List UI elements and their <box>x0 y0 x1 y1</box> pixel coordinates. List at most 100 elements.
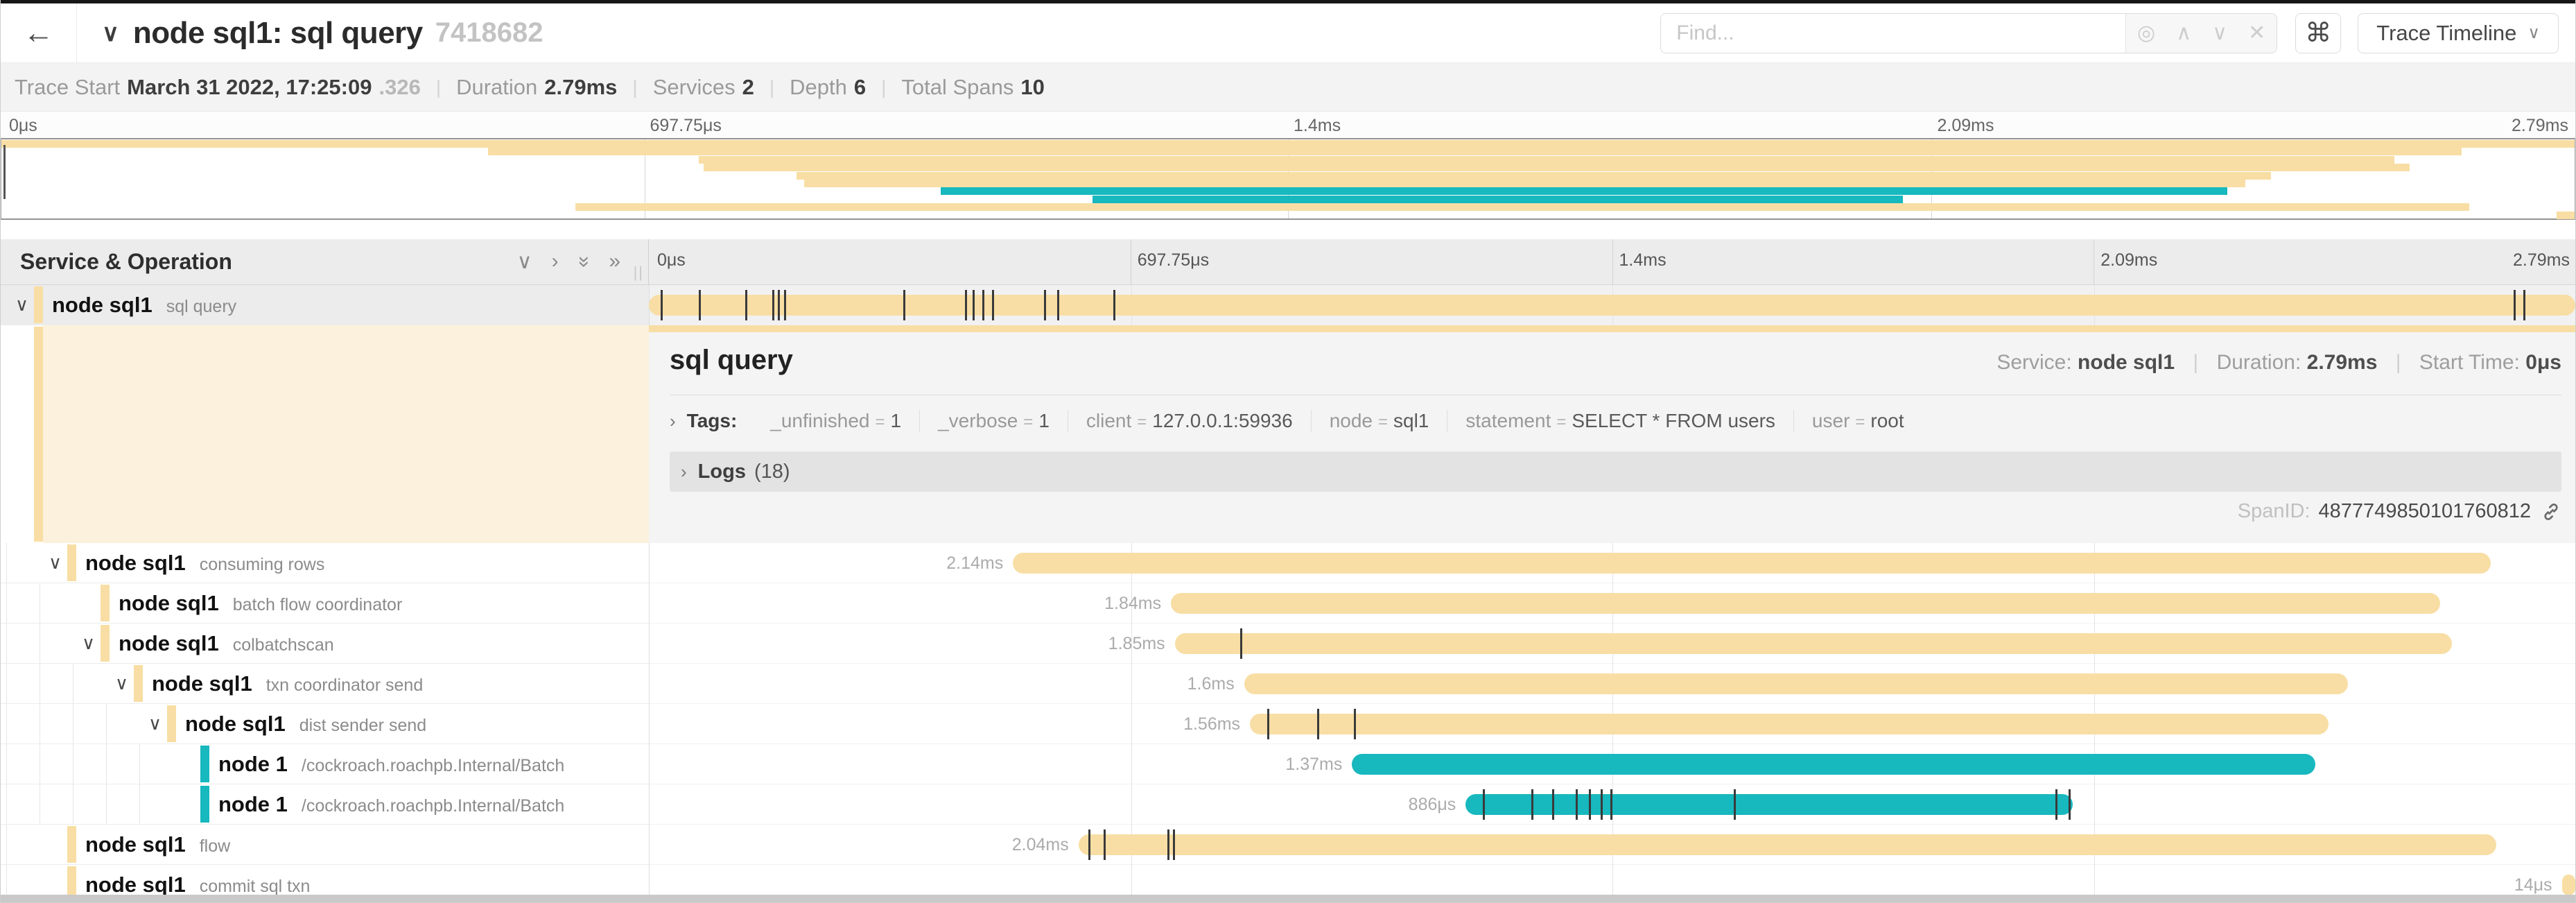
span-tree-item[interactable]: ∨ node sql1 dist sender send <box>1 704 649 744</box>
chevron-down-icon[interactable]: ∨ <box>148 713 162 734</box>
trace-view-dropdown[interactable]: Trace Timeline ∨ <box>2358 12 2559 53</box>
logs-section[interactable]: › Logs (18) <box>670 452 2561 492</box>
chevron-down-icon[interactable]: ∨ <box>15 294 29 315</box>
span-bar-cell[interactable]: 2.14ms <box>649 543 2575 583</box>
span-bar[interactable] <box>1171 593 2441 614</box>
span-bar-cell[interactable]: 14μs <box>649 865 2575 902</box>
minimap-span <box>1 179 2575 187</box>
span-bar[interactable] <box>1465 794 2073 815</box>
span-tree-item[interactable]: ∨ node sql1 sql query <box>1 285 649 325</box>
span-tree-item[interactable]: ∨ node sql1 colbatchscan <box>1 624 649 664</box>
span-duration-value: 2.79ms <box>2306 351 2378 374</box>
span-bar[interactable] <box>1013 553 2491 574</box>
log-tick-marker <box>1483 789 1486 820</box>
span-duration-label: 1.84ms <box>1104 594 1162 613</box>
span-tree-item[interactable]: node 1/cockroach.roachpb.Internal/Batch <box>1 744 649 784</box>
span-tree-item[interactable]: ∨ node sql1 consuming rows <box>1 543 649 583</box>
tree-guide <box>6 543 7 583</box>
expand-all-icon[interactable]: » <box>609 250 620 273</box>
bottom-scroll-edge[interactable] <box>1 895 2575 902</box>
back-button[interactable]: ← <box>1 3 77 62</box>
span-duration-label: 886μs <box>1408 795 1456 814</box>
collapse-all-icon[interactable]: » <box>573 256 596 268</box>
span-bar-cell[interactable]: 2.04ms <box>649 825 2575 865</box>
tag-item[interactable]: _unfinished = 1 <box>752 410 921 432</box>
tag-item[interactable]: statement = SELECT * FROM users <box>1447 410 1794 432</box>
span-bar[interactable] <box>1244 673 2349 694</box>
find-input[interactable] <box>1661 13 2126 53</box>
span-bar-cell[interactable]: 1.56ms <box>649 704 2575 744</box>
span-bar[interactable] <box>1174 633 2453 654</box>
tag-item[interactable]: user = root <box>1811 410 1904 431</box>
span-bar-cell[interactable]: 1.84ms <box>649 583 2575 624</box>
tags-label: Tags: <box>686 410 738 431</box>
match-highlight-icon[interactable]: ◎ <box>2137 21 2156 44</box>
span-duration-label: 1.56ms <box>1183 714 1241 734</box>
prev-result-icon[interactable]: ∧ <box>2176 21 2192 44</box>
log-tick-marker <box>1172 829 1175 860</box>
minimap-span-rows <box>1 139 2575 219</box>
span-tree-item[interactable]: node sql1 flow <box>1 825 649 865</box>
span-tree-item[interactable]: node sql1 batch flow coordinator <box>1 583 649 624</box>
column-resize-grip[interactable]: || <box>633 264 644 281</box>
logs-label: Logs <box>697 460 746 483</box>
span-bar[interactable] <box>649 295 2575 316</box>
tag-item[interactable]: _verbose = 1 <box>920 410 1068 432</box>
link-icon[interactable] <box>2541 501 2561 522</box>
tree-guide <box>6 825 7 864</box>
service-color-strip <box>34 286 43 323</box>
tags-section[interactable]: › Tags: _unfinished = 1 _verbose = 1 client = 12… <box>670 410 2561 432</box>
minimap-drag-handle[interactable] <box>3 145 6 199</box>
chevron-down-icon[interactable]: ∨ <box>82 633 96 653</box>
keyboard-shortcuts-button[interactable]: ⌘ <box>2295 12 2342 53</box>
span-bar-cell[interactable]: 1.6ms <box>649 664 2575 704</box>
collapse-trace-icon[interactable]: ∨ <box>102 19 119 46</box>
log-tick-marker <box>964 290 967 320</box>
span-rows-area: ∨ node sql1 sql query sql query Service: n… <box>1 285 2575 902</box>
span-bar[interactable] <box>1250 714 2329 734</box>
chevron-right-icon[interactable]: › <box>670 410 676 431</box>
tree-guide <box>106 704 107 743</box>
ruler-tick-label: 2.79ms <box>2513 250 2570 270</box>
span-row: ∨ node sql1 dist sender send 1.56ms <box>1 704 2575 744</box>
collapse-one-icon[interactable]: ∨ <box>516 250 532 273</box>
log-tick-marker <box>783 290 786 320</box>
trace-minimap[interactable] <box>1 138 2575 220</box>
span-duration-label: Duration: <box>2216 351 2301 374</box>
span-bar-cell[interactable]: 886μs <box>649 784 2575 825</box>
span-detail-tree-gutter <box>1 325 649 543</box>
axis-tick-label: 0μs <box>9 116 37 135</box>
log-tick-marker <box>903 290 905 320</box>
chevron-down-icon[interactable]: ∨ <box>115 673 129 694</box>
span-bar[interactable] <box>2561 875 2575 895</box>
tag-item[interactable]: client = 127.0.0.1:59936 <box>1068 410 1312 432</box>
span-tree-item[interactable]: ∨ node sql1 txn coordinator send <box>1 664 649 704</box>
clear-search-icon[interactable]: ✕ <box>2248 21 2266 44</box>
ruler-tick-label: 0μs <box>657 250 686 270</box>
ruler-tick-label: 697.75μs <box>1137 250 1210 270</box>
expand-one-icon[interactable]: › <box>551 250 559 273</box>
log-tick-marker <box>772 290 774 320</box>
span-bar[interactable] <box>1078 834 2497 855</box>
span-mini-bar <box>649 325 2575 332</box>
span-detail-panel: sql query Service: node sql1 | Duration:… <box>649 325 2575 543</box>
span-bar-cell[interactable]: 1.85ms <box>649 624 2575 664</box>
span-bar[interactable] <box>1352 754 2315 775</box>
log-tick-marker <box>982 290 984 320</box>
span-row: ∨ node sql1 colbatchscan 1.85ms <box>1 624 2575 664</box>
tag-item[interactable]: node = sql1 <box>1312 410 1448 432</box>
tree-guide <box>6 624 7 663</box>
tree-guide <box>6 744 7 784</box>
log-tick-marker <box>1575 789 1578 820</box>
minimap-span <box>1 164 2575 172</box>
tree-guide <box>139 784 140 824</box>
service-color-strip <box>167 705 176 742</box>
span-tree-item[interactable]: node 1/cockroach.roachpb.Internal/Batch <box>1 784 649 825</box>
span-bar-cell[interactable]: 1.37ms <box>649 744 2575 784</box>
span-bar-cell[interactable] <box>649 285 2575 325</box>
operation-name: batch flow coordinator <box>232 595 403 614</box>
minimap-axis: 0μs 697.75μs 1.4ms 2.09ms 2.79ms <box>1 112 2575 138</box>
chevron-down-icon[interactable]: ∨ <box>49 552 62 573</box>
next-result-icon[interactable]: ∨ <box>2212 21 2228 44</box>
